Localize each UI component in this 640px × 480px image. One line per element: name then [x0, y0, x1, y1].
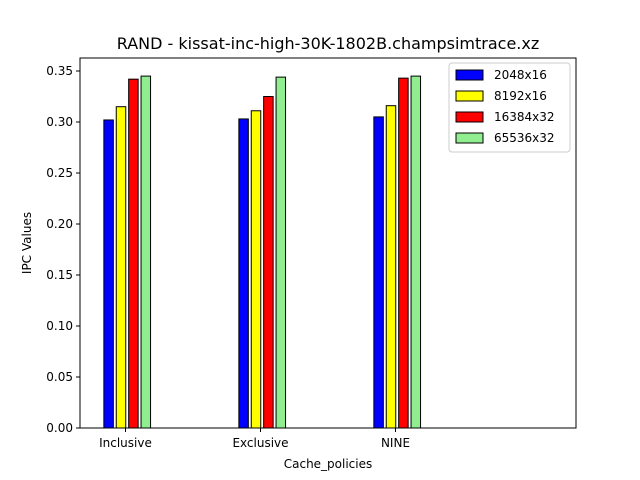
legend-swatch — [455, 132, 484, 144]
legend-label: 65536x32 — [494, 131, 555, 145]
x-tick-label: Inclusive — [99, 436, 152, 450]
y-tick-label: 0.15 — [46, 268, 73, 282]
legend: 2048x16 8192x16 16384x32 65536x32 — [448, 62, 571, 153]
x-tick-label: NINE — [381, 436, 410, 450]
y-tick-label: 0.05 — [46, 370, 73, 384]
x-axis-label: Cache_policies — [284, 457, 373, 471]
y-tick-label: 0.10 — [46, 319, 73, 333]
bar — [128, 78, 139, 429]
legend-swatch — [455, 90, 484, 102]
y-tick-label: 0.30 — [46, 115, 73, 129]
bar — [115, 106, 127, 429]
legend-label: 16384x32 — [494, 110, 555, 124]
y-axis-label: IPC Values — [20, 212, 34, 274]
y-tick-label: 0.35 — [46, 64, 73, 78]
bar — [263, 96, 274, 429]
legend-swatch — [455, 69, 484, 81]
bar — [373, 116, 384, 429]
bar — [238, 118, 249, 429]
legend-swatch — [455, 111, 484, 123]
bar — [140, 75, 152, 429]
bar — [250, 110, 262, 429]
y-tick-label: 0.00 — [46, 421, 73, 435]
x-tick-label: Exclusive — [232, 436, 288, 450]
y-tick-label: 0.25 — [46, 166, 73, 180]
legend-box — [448, 62, 571, 153]
y-tick-label: 0.20 — [46, 217, 73, 231]
bar — [398, 77, 409, 429]
plot-frame — [79, 57, 577, 429]
y-axis: 0.00 0.05 0.10 0.15 0.20 0.25 0.30 0.35 — [46, 64, 80, 435]
bar — [385, 105, 397, 429]
chart-title: RAND - kissat-inc-high-30K-1802B.champsi… — [117, 34, 540, 53]
x-axis: Inclusive Exclusive NINE — [99, 428, 410, 450]
bar — [275, 76, 287, 429]
legend-label: 8192x16 — [494, 89, 547, 103]
bar — [410, 75, 422, 429]
legend-label: 2048x16 — [494, 68, 547, 82]
bar — [103, 119, 114, 429]
